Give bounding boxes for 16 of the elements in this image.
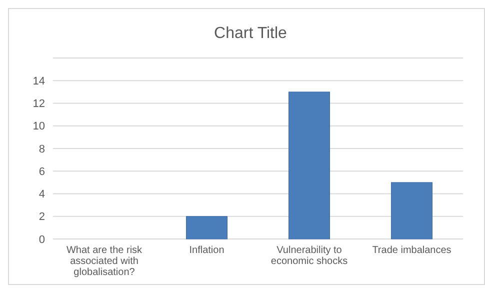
x-tick-label: Vulnerability to economic shocks bbox=[270, 245, 348, 267]
y-tick-label: 4 bbox=[38, 188, 45, 201]
x-tick-label: Trade imbalances bbox=[372, 245, 452, 256]
y-tick-label: 6 bbox=[38, 166, 45, 178]
y-tick-label: 12 bbox=[32, 98, 45, 110]
x-tick-label: Inflation bbox=[189, 245, 224, 256]
y-tick-label: 8 bbox=[38, 143, 45, 156]
y-tick-label: 14 bbox=[32, 75, 45, 88]
y-tick-label: 2 bbox=[38, 211, 45, 224]
bar bbox=[391, 182, 432, 240]
chart-title: Chart Title bbox=[214, 25, 288, 42]
y-tick-label: 0 bbox=[38, 234, 45, 246]
bar bbox=[288, 92, 330, 240]
x-tick-label: What are the risk associated with globalisation? bbox=[66, 245, 144, 278]
y-tick-label: 10 bbox=[32, 120, 45, 133]
bar bbox=[186, 216, 228, 240]
